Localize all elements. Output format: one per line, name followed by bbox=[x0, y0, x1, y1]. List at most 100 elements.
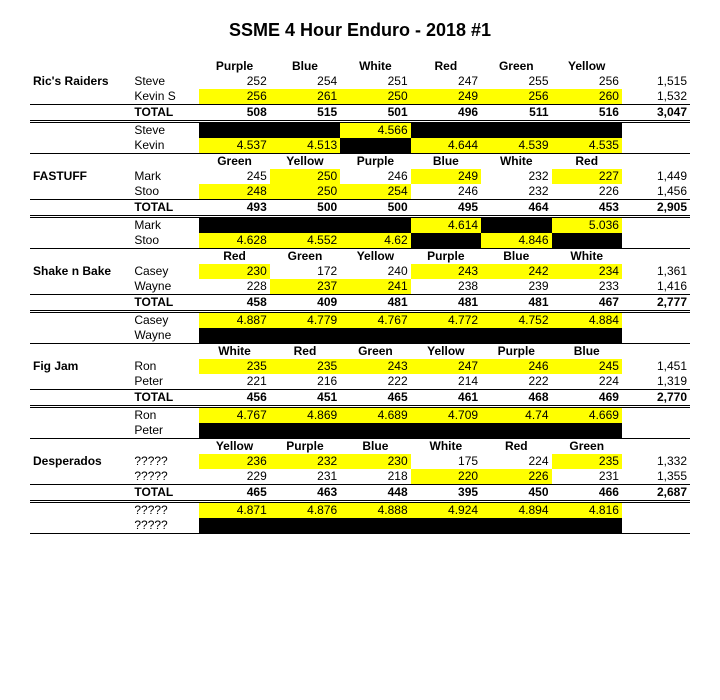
cell bbox=[622, 439, 690, 455]
col-header: Purple bbox=[199, 59, 269, 74]
time-value: 4.816 bbox=[552, 502, 622, 519]
team-col-total: 481 bbox=[411, 295, 481, 312]
team-col-total: 481 bbox=[340, 295, 410, 312]
lap-value: 242 bbox=[481, 264, 551, 279]
cell bbox=[622, 138, 690, 154]
time-value: 4.752 bbox=[481, 312, 551, 329]
rider-name: Peter bbox=[131, 374, 199, 390]
lap-value: 255 bbox=[481, 74, 551, 89]
time-value bbox=[270, 518, 340, 534]
time-value: 4.539 bbox=[481, 138, 551, 154]
lap-value: 218 bbox=[340, 469, 410, 485]
time-value: 4.537 bbox=[199, 138, 269, 154]
col-header: Yellow bbox=[270, 154, 340, 170]
lap-value: 248 bbox=[199, 184, 269, 200]
lap-value: 245 bbox=[199, 169, 269, 184]
time-value bbox=[481, 423, 551, 439]
lap-value: 239 bbox=[481, 279, 551, 295]
lap-value: 220 bbox=[411, 469, 481, 485]
team-col-total: 468 bbox=[481, 390, 551, 407]
time-value bbox=[199, 423, 269, 439]
time-value: 4.779 bbox=[270, 312, 340, 329]
team-col-total: 458 bbox=[199, 295, 269, 312]
rider-total: 1,515 bbox=[622, 74, 690, 89]
col-header: Yellow bbox=[199, 439, 269, 455]
rider-name: Wayne bbox=[131, 279, 199, 295]
lap-value: 214 bbox=[411, 374, 481, 390]
lap-value: 232 bbox=[270, 454, 340, 469]
rider-name: ????? bbox=[131, 454, 199, 469]
cell bbox=[622, 328, 690, 344]
team-col-total: 466 bbox=[552, 485, 622, 502]
cell bbox=[622, 502, 690, 519]
cell bbox=[622, 344, 690, 360]
col-header: Yellow bbox=[340, 249, 410, 265]
cell bbox=[131, 59, 199, 74]
time-value bbox=[552, 518, 622, 534]
cell bbox=[30, 233, 131, 249]
time-value: 4.888 bbox=[340, 502, 410, 519]
col-header: White bbox=[552, 249, 622, 265]
time-rider-name: Kevin bbox=[131, 138, 199, 154]
lap-value: 249 bbox=[411, 169, 481, 184]
rider-name: ????? bbox=[131, 469, 199, 485]
results-table: PurpleBlueWhiteRedGreenYellowRic's Raide… bbox=[30, 59, 690, 534]
rider-total: 1,532 bbox=[622, 89, 690, 105]
cell bbox=[30, 390, 131, 407]
cell bbox=[30, 344, 131, 360]
lap-value: 243 bbox=[411, 264, 481, 279]
team-col-total: 465 bbox=[199, 485, 269, 502]
time-rider-name: Wayne bbox=[131, 328, 199, 344]
time-rider-name: Mark bbox=[131, 217, 199, 234]
lap-value: 240 bbox=[340, 264, 410, 279]
lap-value: 254 bbox=[340, 184, 410, 200]
lap-value: 224 bbox=[481, 454, 551, 469]
time-value bbox=[481, 518, 551, 534]
cell bbox=[30, 328, 131, 344]
lap-value: 235 bbox=[199, 359, 269, 374]
team-grand-total: 2,777 bbox=[622, 295, 690, 312]
team-col-total: 409 bbox=[270, 295, 340, 312]
col-header: White bbox=[199, 344, 269, 360]
team-name bbox=[30, 469, 131, 485]
time-value bbox=[411, 328, 481, 344]
team-col-total: 463 bbox=[270, 485, 340, 502]
lap-value: 246 bbox=[340, 169, 410, 184]
team-col-total: 500 bbox=[340, 200, 410, 217]
col-header: Red bbox=[481, 439, 551, 455]
col-header: Green bbox=[552, 439, 622, 455]
lap-value: 260 bbox=[552, 89, 622, 105]
total-label: TOTAL bbox=[131, 105, 199, 122]
col-header: Blue bbox=[411, 154, 481, 170]
time-value bbox=[270, 423, 340, 439]
lap-value: 222 bbox=[481, 374, 551, 390]
lap-value: 221 bbox=[199, 374, 269, 390]
lap-value: 228 bbox=[199, 279, 269, 295]
team-col-total: 515 bbox=[270, 105, 340, 122]
team-col-total: 501 bbox=[340, 105, 410, 122]
time-value bbox=[340, 518, 410, 534]
time-value bbox=[411, 518, 481, 534]
lap-value: 245 bbox=[552, 359, 622, 374]
lap-value: 232 bbox=[481, 184, 551, 200]
rider-name: Kevin S bbox=[131, 89, 199, 105]
team-name: FASTUFF bbox=[30, 169, 131, 184]
lap-value: 231 bbox=[270, 469, 340, 485]
team-col-total: 395 bbox=[411, 485, 481, 502]
time-rider-name: Casey bbox=[131, 312, 199, 329]
col-header: Red bbox=[411, 59, 481, 74]
lap-value: 237 bbox=[270, 279, 340, 295]
team-name bbox=[30, 374, 131, 390]
col-header: Yellow bbox=[552, 59, 622, 74]
time-value: 4.614 bbox=[411, 217, 481, 234]
cell bbox=[30, 439, 131, 455]
time-value: 4.767 bbox=[340, 312, 410, 329]
lap-value: 256 bbox=[199, 89, 269, 105]
rider-total: 1,361 bbox=[622, 264, 690, 279]
lap-value: 251 bbox=[340, 74, 410, 89]
lap-value: 230 bbox=[340, 454, 410, 469]
team-col-total: 511 bbox=[481, 105, 551, 122]
cell bbox=[30, 138, 131, 154]
col-header: Red bbox=[199, 249, 269, 265]
team-name: Desperados bbox=[30, 454, 131, 469]
